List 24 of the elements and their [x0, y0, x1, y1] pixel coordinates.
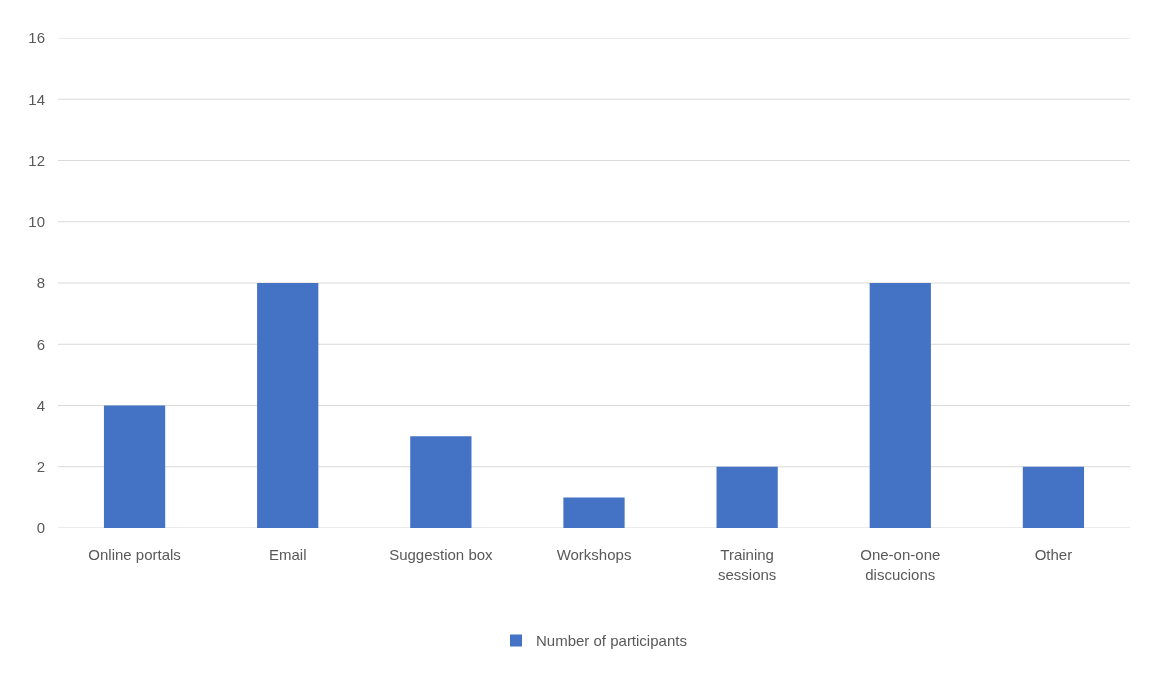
x-tick-label: Online portals	[88, 546, 181, 563]
bar	[563, 497, 625, 528]
y-tick-label: 16	[28, 29, 45, 47]
x-tick-label: Suggestion box	[389, 546, 494, 563]
bar	[716, 466, 778, 528]
y-tick-label: 8	[36, 274, 45, 292]
y-tick-label: 14	[28, 90, 45, 108]
y-tick-label: 4	[36, 396, 45, 414]
bar	[103, 405, 166, 528]
x-tick-label: One-on-one discucions	[860, 546, 941, 583]
x-tick-label: Training sessions	[717, 546, 777, 583]
y-tick-label: 12	[28, 151, 45, 169]
x-tick-label: Email	[268, 546, 307, 563]
x-tick-label: Other	[1034, 546, 1073, 563]
y-tick-label: 0	[36, 519, 45, 537]
y-tick-label: 10	[28, 213, 45, 230]
legend-label: Number of participants	[536, 632, 687, 650]
y-tick-label: 2	[36, 458, 45, 475]
bar	[1022, 466, 1085, 528]
bar	[869, 283, 931, 528]
bar	[257, 283, 319, 528]
y-tick-label: 6	[36, 335, 45, 353]
bar	[410, 436, 472, 528]
x-tick-label: Workshops	[556, 546, 632, 563]
